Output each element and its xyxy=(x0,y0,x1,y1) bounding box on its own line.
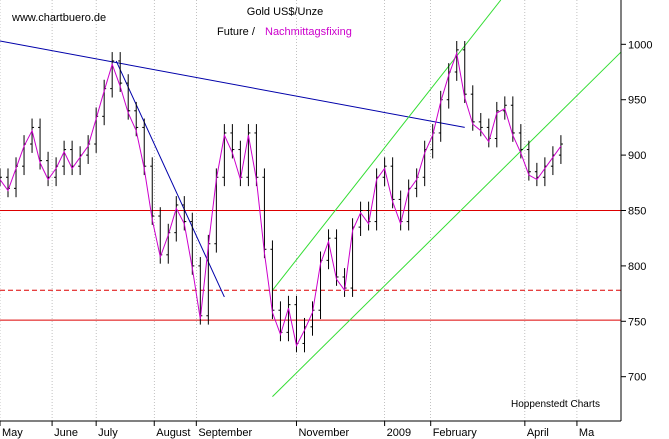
credit-label: Hoppenstedt Charts xyxy=(511,399,600,410)
trendline-downtrend-1 xyxy=(115,60,225,298)
y-tick-label: 950 xyxy=(628,95,646,107)
x-tick-label: June xyxy=(54,427,78,439)
price-bar xyxy=(270,240,275,320)
price-bar xyxy=(110,52,115,98)
price-bar xyxy=(286,295,291,342)
x-tick-label: April xyxy=(527,427,549,439)
trendline-channel-upper-2 xyxy=(272,0,502,291)
y-tick-label: 900 xyxy=(628,150,646,162)
horizontal-levels xyxy=(0,210,621,321)
price-bar xyxy=(334,229,339,286)
price-bar xyxy=(62,140,67,176)
price-bar xyxy=(150,157,155,225)
y-tick-label: 800 xyxy=(628,261,646,273)
x-tick-label: July xyxy=(98,427,118,439)
price-bar xyxy=(326,229,331,270)
trendline-downtrend-0 xyxy=(0,40,465,128)
x-tick-label: August xyxy=(156,427,190,439)
price-bar xyxy=(454,40,459,81)
price-bar xyxy=(30,118,35,153)
price-bar xyxy=(558,135,563,164)
price-bar xyxy=(254,124,259,187)
x-tick-label: November xyxy=(298,427,349,439)
price-bar xyxy=(358,201,363,236)
trendlines xyxy=(0,0,622,397)
chart-title: Gold US$/Unze xyxy=(247,6,323,18)
price-bar xyxy=(174,196,179,242)
trendline-channel-lower-3 xyxy=(272,51,622,397)
x-tick-label: 2009 xyxy=(387,427,411,439)
fixing-line xyxy=(0,51,562,348)
price-bar xyxy=(262,168,267,259)
x-tick-labels: May June July August September November 2009 Fe… xyxy=(0,421,595,439)
x-tick-label: September xyxy=(198,427,252,439)
price-bar xyxy=(478,113,483,137)
price-bar xyxy=(0,168,2,187)
fixing-series-line xyxy=(0,51,562,348)
chart-subtitle-future: Future / xyxy=(217,26,256,38)
y-tick-label: 850 xyxy=(628,206,646,218)
price-bar xyxy=(502,96,507,120)
price-bar xyxy=(142,118,147,176)
x-tick-label: May xyxy=(2,427,23,439)
y-tick-label: 750 xyxy=(628,316,646,328)
price-bar xyxy=(462,40,467,104)
price-bar xyxy=(494,101,499,148)
chart-subtitle-fixing: Nachmittagsfixing xyxy=(265,26,352,38)
price-bar xyxy=(246,124,251,187)
y-tick-labels: 700 750 800 850 900 950 1000 xyxy=(621,39,652,384)
price-bar xyxy=(190,212,195,275)
x-tick-label: Ma xyxy=(579,427,595,439)
y-tick-label: 700 xyxy=(628,372,646,384)
price-bar xyxy=(382,157,387,187)
website-label: www.chartbuero.de xyxy=(11,12,106,24)
y-tick-label: 1000 xyxy=(628,39,652,51)
x-tick-label: February xyxy=(433,427,478,439)
